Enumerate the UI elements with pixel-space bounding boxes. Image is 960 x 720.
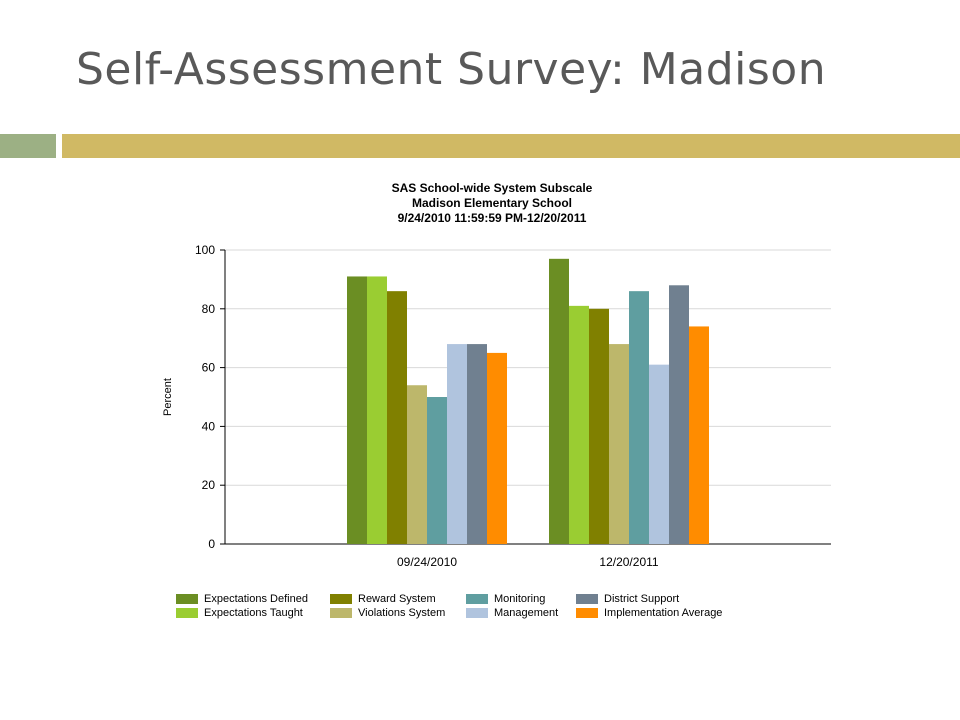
x-tick-label: 09/24/2010 xyxy=(397,555,457,569)
legend-swatch xyxy=(466,607,488,618)
legend-item: Reward System xyxy=(330,592,436,605)
legend-item: Expectations Taught xyxy=(176,606,303,619)
chart-subtitle-dates: 9/24/2010 11:59:59 PM-12/20/2011 xyxy=(397,211,587,225)
chart-title: SAS School-wide System Subscale xyxy=(391,181,593,195)
legend-label: Expectations Taught xyxy=(204,606,303,619)
bar-violations-system-0 xyxy=(407,385,427,544)
accent-bar-left xyxy=(0,134,56,158)
legend-swatch xyxy=(330,607,352,618)
legend-swatch xyxy=(576,593,598,604)
bar-reward-system-0 xyxy=(387,291,407,544)
legend-swatch xyxy=(576,607,598,618)
legend-item: Expectations Defined xyxy=(176,592,308,605)
bar-implementation-average-1 xyxy=(689,326,709,544)
y-axis-label: Percent xyxy=(162,378,174,416)
chart-legend: Expectations Defined Expectations Taught R… xyxy=(176,592,776,622)
legend-swatch xyxy=(176,607,198,618)
x-tick-label: 12/20/2011 xyxy=(599,555,658,569)
y-tick-label: 20 xyxy=(202,478,216,492)
bar-expectations-taught-0 xyxy=(367,276,387,544)
y-tick-label: 60 xyxy=(202,361,216,375)
legend-item: Implementation Average xyxy=(576,606,722,619)
accent-bar-right xyxy=(62,134,960,158)
bar-implementation-average-0 xyxy=(487,352,507,544)
legend-swatch xyxy=(330,593,352,604)
legend-label: Management xyxy=(494,606,559,619)
legend-item: Management xyxy=(466,606,558,619)
bar-district-support-0 xyxy=(467,344,487,544)
bar-monitoring-0 xyxy=(427,397,447,544)
legend-item: Monitoring xyxy=(466,592,545,605)
bar-management-1 xyxy=(649,364,669,544)
legend-label: Expectations Defined xyxy=(204,592,308,605)
y-tick-label: 40 xyxy=(202,419,216,433)
bar-expectations-defined-0 xyxy=(347,276,367,544)
legend-label: Violations System xyxy=(358,606,446,619)
bar-management-0 xyxy=(447,344,467,544)
chart-subtitle-school: Madison Elementary School xyxy=(411,196,573,210)
bar-violations-system-1 xyxy=(609,344,629,544)
legend-label: Implementation Average xyxy=(604,606,723,619)
slide-title: Self-Assessment Survey: Madison xyxy=(76,44,827,95)
y-tick-label: 80 xyxy=(202,302,216,316)
legend-label: Reward System xyxy=(358,592,436,605)
bar-monitoring-1 xyxy=(629,291,649,544)
y-tick-label: 100 xyxy=(195,243,215,257)
legend-label: Monitoring xyxy=(494,592,546,605)
bar-expectations-taught-1 xyxy=(569,305,589,544)
legend-swatch xyxy=(176,593,198,604)
legend-label: District Support xyxy=(604,592,680,605)
legend-item: Violations System xyxy=(330,606,445,619)
y-tick-label: 0 xyxy=(208,537,215,551)
bar-district-support-1 xyxy=(669,285,689,544)
bar-expectations-defined-1 xyxy=(549,258,569,544)
legend-item: District Support xyxy=(576,592,679,605)
legend-swatch xyxy=(466,593,488,604)
bar-reward-system-1 xyxy=(589,308,609,544)
